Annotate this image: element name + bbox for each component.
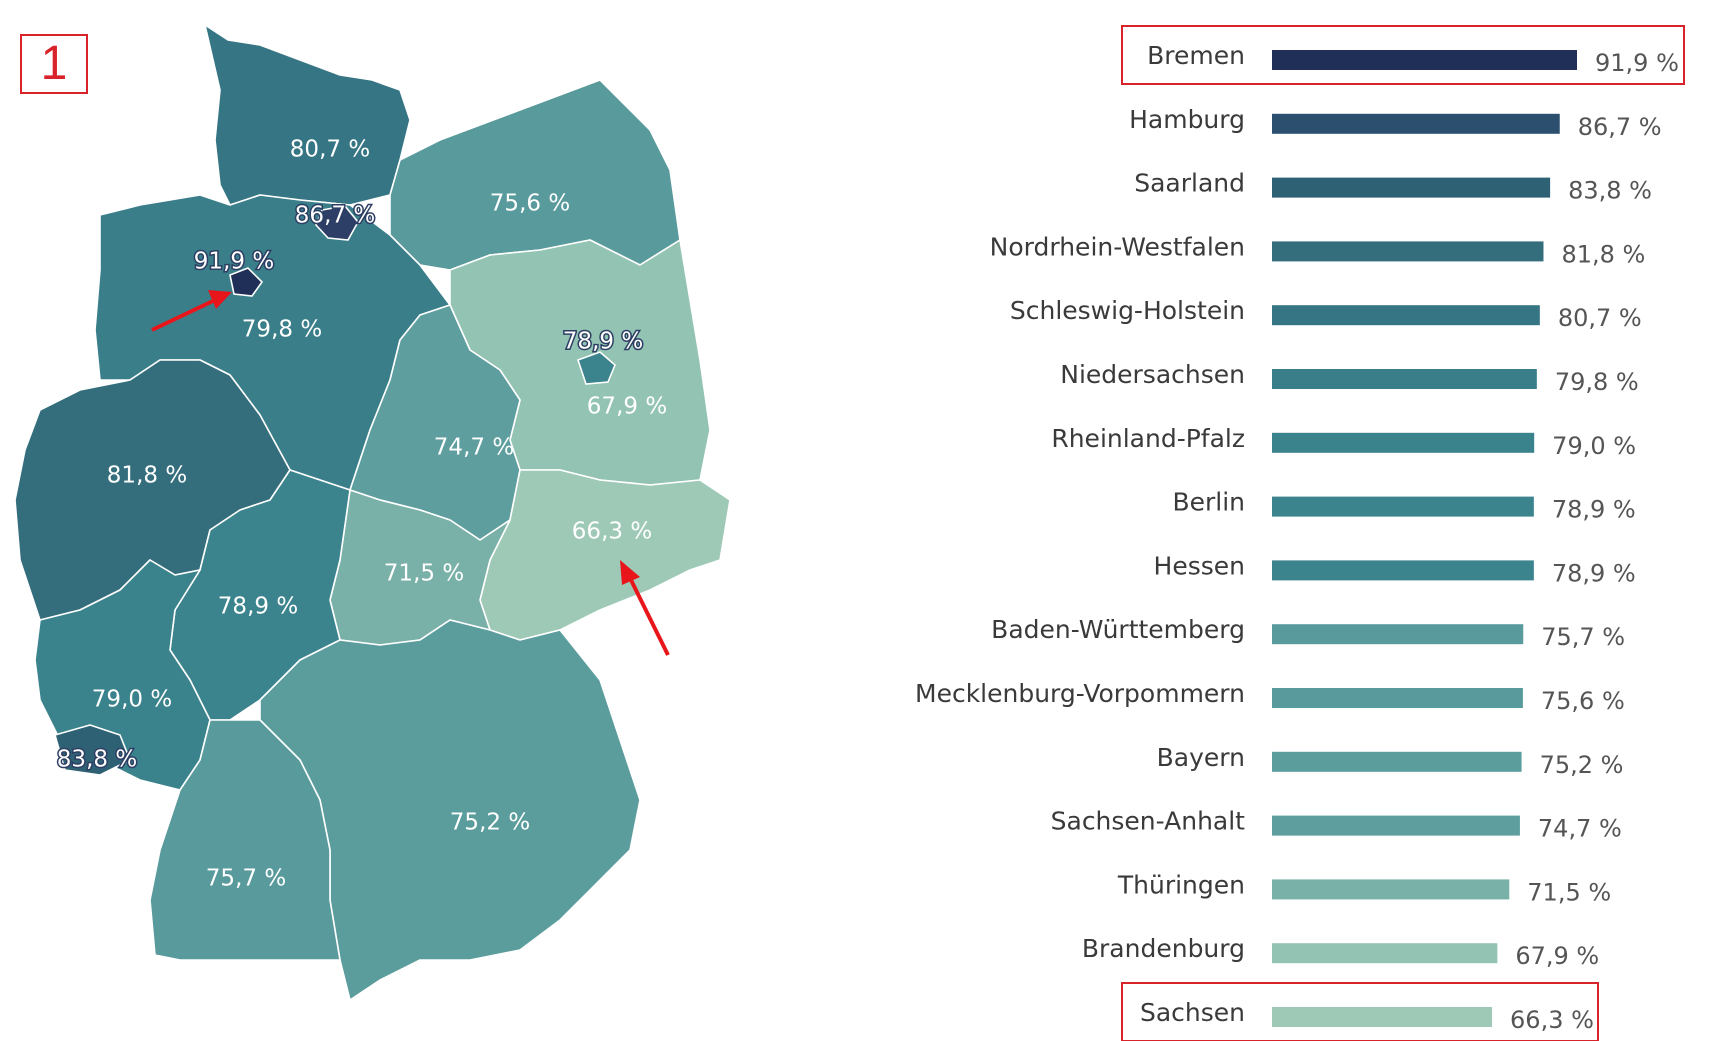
category-label-niedersachsen: Niedersachsen <box>1060 360 1245 389</box>
figure-number-badge: 1 <box>20 34 88 94</box>
category-label-hessen: Hessen <box>1154 551 1245 580</box>
category-label-mecklenburg-vorpommern: Mecklenburg-Vorpommern <box>915 679 1245 708</box>
map-label-sachsen-anhalt: 74,7 % <box>434 435 514 461</box>
highlight-box-sachsen <box>1121 982 1599 1041</box>
map-label-hessen: 78,9 % <box>218 594 298 620</box>
value-label-berlin: 78,9 % <box>1552 496 1636 524</box>
map-label-thueringen: 71,5 % <box>384 561 464 587</box>
arrow-to-sachsen <box>620 560 670 656</box>
value-label-mecklenburg-vorpommern: 75,6 % <box>1541 687 1625 715</box>
category-label-bayern: Bayern <box>1157 743 1245 772</box>
map-label-baden-wuerttemberg: 75,7 % <box>206 866 286 892</box>
map-region-hamburg <box>315 205 359 241</box>
category-label-schleswig-holstein: Schleswig-Holstein <box>1010 296 1245 325</box>
category-label-thueringen: Thüringen <box>1117 870 1245 899</box>
map-region-baden-wuerttemberg <box>149 719 341 961</box>
map-region-saarland <box>54 724 131 776</box>
map-label-schleswig-holstein: 80,7 % <box>290 137 370 163</box>
bar-saarland <box>1272 177 1551 198</box>
category-label-berlin: Berlin <box>1172 488 1245 517</box>
value-label-hamburg: 86,7 % <box>1578 113 1662 141</box>
category-label-rheinland-pfalz: Rheinland-Pfalz <box>1051 424 1245 453</box>
bar-chart-body: Bremen 91,9 % Hamburg 86,7 % Saarland 83,8 % N… <box>915 25 1685 1041</box>
bar-rheinland-pfalz <box>1272 432 1535 453</box>
arrow-to-bremen <box>151 290 232 332</box>
map-label-hamburg: 86,7 % <box>295 203 375 229</box>
value-label-bayern: 75,2 % <box>1540 751 1624 779</box>
category-label-nordrhein-westfalen: Nordrhein-Westfalen <box>990 232 1245 261</box>
map-region-bremen <box>229 267 264 297</box>
category-label-baden-wuerttemberg: Baden-Württemberg <box>991 615 1245 644</box>
bar-nordrhein-westfalen <box>1272 241 1544 262</box>
map-label-nordrhein-westfalen: 81,8 % <box>107 463 187 489</box>
value-label-brandenburg: 67,9 % <box>1515 942 1599 970</box>
bar-baden-wuerttemberg <box>1272 624 1524 645</box>
bar-niedersachsen <box>1272 369 1537 389</box>
value-label-nordrhein-westfalen: 81,8 % <box>1561 240 1645 268</box>
bar-thueringen <box>1272 879 1510 900</box>
map-label-brandenburg: 67,9 % <box>587 394 667 420</box>
germany-map: 80,7 % 86,7 % 75,6 % 91,9 % 79,8 % 78,9 … <box>14 24 731 1001</box>
map-label-bayern: 75,2 % <box>450 810 530 836</box>
category-label-sachsen-anhalt: Sachsen-Anhalt <box>1051 807 1246 836</box>
map-label-niedersachsen: 79,8 % <box>242 317 322 343</box>
bar-bremen <box>1272 50 1577 70</box>
bar-brandenburg <box>1272 943 1498 964</box>
bar-sachsen-anhalt <box>1272 815 1520 836</box>
bar-mecklenburg-vorpommern <box>1272 688 1523 708</box>
category-label-saarland: Saarland <box>1134 169 1245 198</box>
value-label-thueringen: 71,5 % <box>1527 878 1611 906</box>
value-label-niedersachsen: 79,8 % <box>1555 368 1639 396</box>
map-label-sachsen: 66,3 % <box>572 519 652 545</box>
category-label-sachsen: Sachsen <box>1140 998 1245 1027</box>
value-label-bremen: 91,9 % <box>1595 49 1679 77</box>
bar-bayern <box>1272 751 1522 772</box>
bar-berlin <box>1272 496 1534 517</box>
map-label-rheinland-pfalz: 79,0 % <box>92 687 172 713</box>
bar-schleswig-holstein <box>1272 305 1540 326</box>
value-label-baden-wuerttemberg: 75,7 % <box>1541 623 1625 651</box>
map-label-berlin: 78,9 % <box>563 329 643 355</box>
category-label-brandenburg: Brandenburg <box>1082 934 1245 963</box>
category-label-hamburg: Hamburg <box>1129 105 1245 134</box>
value-label-sachsen-anhalt: 74,7 % <box>1538 815 1622 843</box>
highlight-box-bremen <box>1121 25 1685 85</box>
bar-hamburg <box>1272 113 1560 134</box>
map-label-bremen: 91,9 % <box>194 249 274 275</box>
map-label-saarland: 83,8 % <box>57 747 137 773</box>
map-label-mecklenburg-vorpommern: 75,6 % <box>490 191 570 217</box>
map-region-berlin <box>576 351 616 385</box>
value-label-hessen: 78,9 % <box>1552 559 1636 587</box>
value-label-saarland: 83,8 % <box>1568 177 1652 205</box>
value-label-rheinland-pfalz: 79,0 % <box>1552 432 1636 460</box>
value-label-schleswig-holstein: 80,7 % <box>1558 304 1642 332</box>
bar-hessen <box>1272 560 1534 581</box>
bar-sachsen <box>1272 1007 1493 1027</box>
category-label-bremen: Bremen <box>1147 41 1245 70</box>
value-label-sachsen: 66,3 % <box>1510 1006 1594 1034</box>
